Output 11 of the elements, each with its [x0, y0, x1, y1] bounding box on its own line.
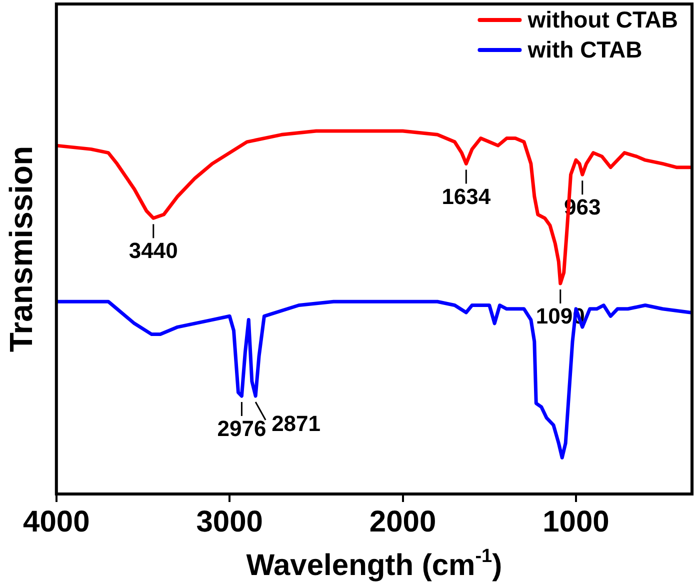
annotation: 1634: [442, 184, 492, 209]
x-tick-label: 3000: [196, 505, 263, 538]
annotation: 2976: [217, 416, 266, 442]
x-tick-label: 2000: [369, 505, 436, 538]
annotation: 2871: [272, 411, 321, 436]
legend-label: without CTAB: [526, 6, 678, 32]
y-axis-title: Transmission: [3, 146, 40, 352]
x-tick-label: 1000: [542, 505, 610, 538]
x-tick-label: 4000: [23, 505, 90, 538]
legend-label: with CTAB: [526, 36, 642, 62]
annotation: 3440: [128, 238, 178, 264]
